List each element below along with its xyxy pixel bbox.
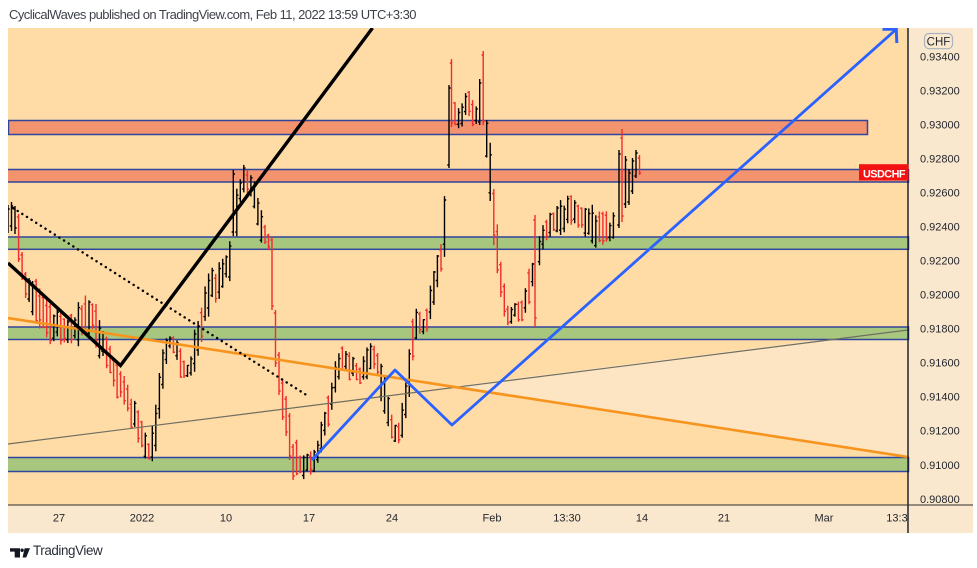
svg-text:14: 14: [636, 512, 648, 524]
svg-text:0.93000: 0.93000: [920, 119, 960, 131]
svg-text:Feb: Feb: [483, 512, 502, 524]
svg-text:2022: 2022: [130, 512, 154, 524]
svg-text:USDCHF: USDCHF: [863, 168, 906, 180]
svg-text:10: 10: [220, 512, 232, 524]
svg-text:0.90800: 0.90800: [920, 494, 960, 506]
svg-text:17: 17: [303, 512, 315, 524]
svg-text:0.93400: 0.93400: [920, 51, 960, 63]
svg-text:CHF: CHF: [927, 37, 951, 49]
svg-text:24: 24: [386, 512, 398, 524]
svg-text:0.91600: 0.91600: [920, 358, 960, 370]
svg-text:Mar: Mar: [815, 512, 834, 524]
svg-text:0.91200: 0.91200: [920, 426, 960, 438]
svg-text:0.92800: 0.92800: [920, 153, 960, 165]
svg-text:27: 27: [53, 512, 65, 524]
svg-text:21: 21: [718, 512, 730, 524]
svg-text:0.92400: 0.92400: [920, 222, 960, 234]
svg-text:0.93200: 0.93200: [920, 85, 960, 97]
svg-text:0.91800: 0.91800: [920, 324, 960, 336]
svg-text:13:30: 13:30: [553, 512, 581, 524]
svg-text:0.92200: 0.92200: [920, 256, 960, 268]
svg-text:0.91000: 0.91000: [920, 460, 960, 472]
svg-text:13:3: 13:3: [886, 512, 907, 524]
svg-text:0.92600: 0.92600: [920, 188, 960, 200]
svg-text:0.92000: 0.92000: [920, 290, 960, 302]
svg-text:0.91400: 0.91400: [920, 392, 960, 404]
